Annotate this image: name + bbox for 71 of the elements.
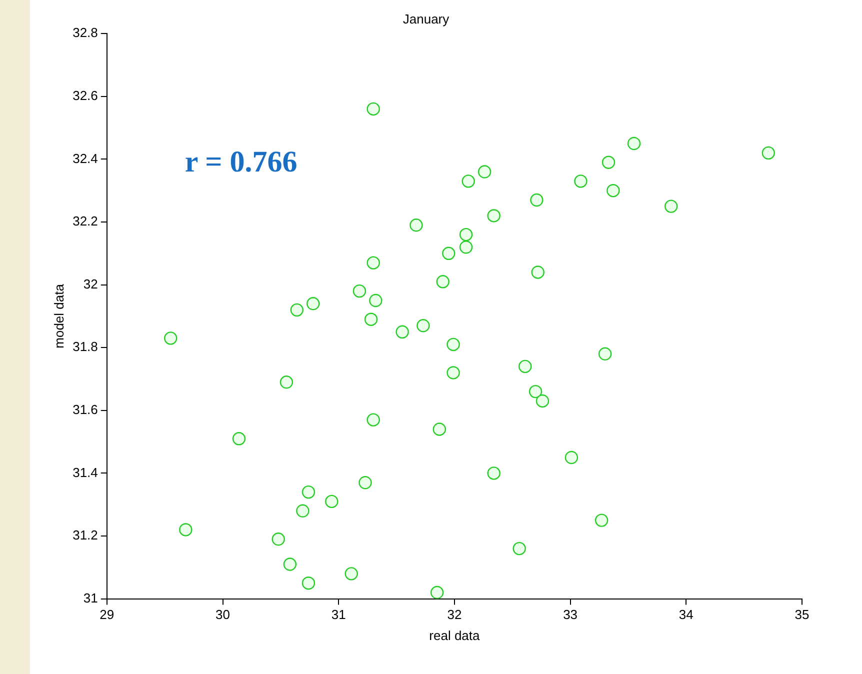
y-tick-label: 31 <box>83 590 98 606</box>
point <box>325 494 338 508</box>
y-tick-label: 31.6 <box>72 402 98 417</box>
point <box>446 366 460 380</box>
point <box>627 136 641 150</box>
point <box>296 504 310 518</box>
point <box>487 466 500 480</box>
point <box>352 284 366 298</box>
point <box>290 303 304 317</box>
x-tick-label: 29 <box>100 607 114 622</box>
y-tick-label: 31.2 <box>72 528 98 543</box>
point <box>459 228 473 242</box>
point <box>512 542 526 556</box>
point <box>302 485 316 499</box>
y-tick-label: 32.2 <box>72 214 98 229</box>
point <box>536 394 550 408</box>
point <box>272 532 285 546</box>
y-axis-title: model data <box>51 283 66 348</box>
point <box>306 297 320 310</box>
point <box>283 558 297 571</box>
point <box>602 156 616 169</box>
point <box>179 523 192 536</box>
point <box>396 325 409 338</box>
point <box>530 193 544 207</box>
point <box>487 209 500 222</box>
point <box>164 332 178 345</box>
point <box>366 413 380 426</box>
y-tick-label: 32 <box>83 276 98 292</box>
chart-title: January <box>402 11 450 26</box>
point <box>344 567 358 580</box>
point <box>478 165 492 178</box>
point <box>280 376 294 389</box>
y-tick-label: 32.6 <box>72 88 98 103</box>
x-tick-label: 34 <box>678 607 694 622</box>
point <box>232 432 246 446</box>
point <box>574 174 588 188</box>
point <box>358 476 372 490</box>
point <box>436 275 450 288</box>
point <box>564 450 578 464</box>
point <box>598 347 612 360</box>
point <box>416 319 430 332</box>
point <box>302 576 316 590</box>
point <box>366 256 380 270</box>
point <box>432 422 446 436</box>
point <box>410 218 423 232</box>
x-tick-label: 31 <box>331 607 346 622</box>
point <box>462 174 475 188</box>
point <box>528 384 542 398</box>
point <box>762 146 776 160</box>
y-tick-label: 32.4 <box>72 150 98 166</box>
x-tick-label: 35 <box>794 607 810 622</box>
x-tick-label: 33 <box>563 607 578 622</box>
point <box>531 266 544 279</box>
point <box>446 338 460 352</box>
point <box>430 586 444 599</box>
y-tick-label: 32.8 <box>72 25 98 40</box>
annotation: r = 0.766 <box>184 145 298 178</box>
point <box>518 360 532 374</box>
x-tick-label: 30 <box>216 607 230 622</box>
point <box>459 240 473 254</box>
y-tick-label: 31.8 <box>72 339 98 354</box>
x-axis-title: real data <box>429 628 481 643</box>
point <box>664 200 678 213</box>
point <box>366 102 380 116</box>
y-tick-label: 31.4 <box>72 464 98 480</box>
point <box>369 294 382 308</box>
point <box>442 246 456 260</box>
point <box>606 184 620 198</box>
point <box>364 312 378 326</box>
point <box>594 514 608 527</box>
x-tick-label: 32 <box>447 607 462 622</box>
